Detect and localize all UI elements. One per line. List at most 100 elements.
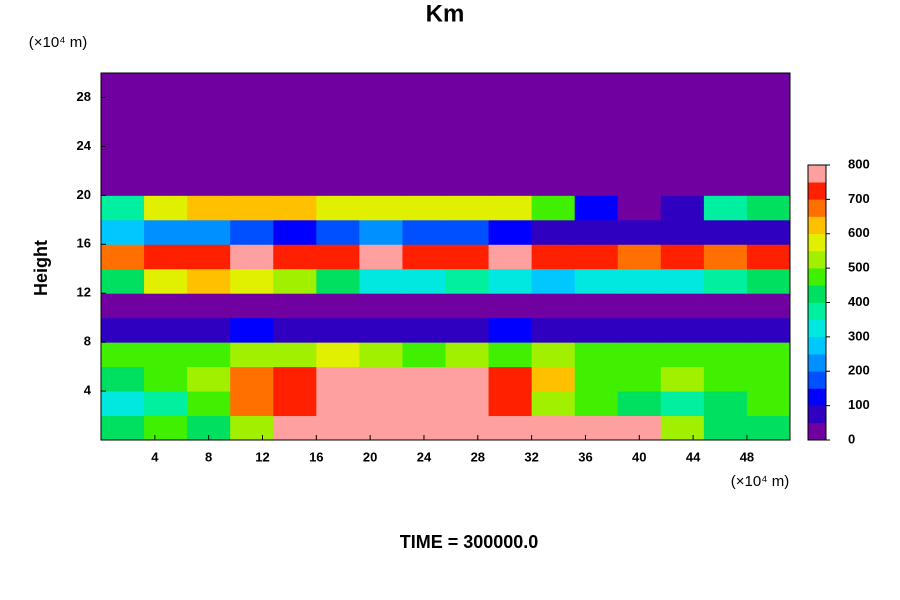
heatmap-cell xyxy=(445,268,490,294)
heatmap-cell xyxy=(531,293,576,319)
heatmap-cell xyxy=(445,317,490,343)
heatmap-cell xyxy=(531,97,576,123)
heatmap-cell xyxy=(273,342,317,368)
heatmap-cell xyxy=(230,317,274,343)
colorbar-swatch xyxy=(808,405,826,424)
colorbar-swatch xyxy=(808,388,826,406)
heatmap-cell xyxy=(488,366,533,392)
heatmap-cell xyxy=(488,97,533,123)
heatmap-cell xyxy=(101,317,145,343)
heatmap-cell xyxy=(273,391,317,417)
heatmap-cell xyxy=(488,391,533,417)
heatmap-cell xyxy=(273,244,317,270)
heatmap-cell xyxy=(273,268,317,294)
heatmap-cell xyxy=(703,293,748,319)
heatmap-cell xyxy=(359,366,403,392)
heatmap-cell xyxy=(187,317,231,343)
colorbar-swatch xyxy=(808,319,826,338)
heatmap-cell xyxy=(187,391,231,417)
colorbar-tick-label: 600 xyxy=(848,225,870,240)
heatmap-cell xyxy=(488,342,533,368)
heatmap-cell xyxy=(574,97,619,123)
y-tick-label: 12 xyxy=(77,285,91,300)
heatmap-cell xyxy=(660,195,705,221)
heatmap-cell xyxy=(402,170,446,196)
heatmap-cell xyxy=(187,121,231,147)
colorbar-tick-label: 200 xyxy=(848,363,870,378)
x-tick-label: 20 xyxy=(363,449,377,464)
heatmap-cell xyxy=(101,121,145,147)
heatmap-cell xyxy=(488,195,533,221)
heatmap-cell xyxy=(445,146,490,172)
heatmap-cell xyxy=(230,268,274,294)
heatmap-cell xyxy=(574,415,619,441)
heatmap-cell xyxy=(273,195,317,221)
heatmap-cell xyxy=(617,170,662,196)
heatmap-cell xyxy=(660,415,705,441)
heatmap-cell xyxy=(359,73,403,98)
heatmap-cell xyxy=(273,293,317,319)
heatmap-cell xyxy=(703,219,748,245)
heatmap-cell xyxy=(617,73,662,98)
heatmap-cell xyxy=(445,195,490,221)
heatmap-cell xyxy=(230,73,274,98)
heatmap-cell xyxy=(359,293,403,319)
heatmap-cell xyxy=(488,170,533,196)
heatmap-cell xyxy=(359,415,403,441)
heatmap-cell xyxy=(746,244,791,270)
heatmap-cell xyxy=(187,73,231,98)
colorbar-tick-label: 700 xyxy=(848,191,870,206)
heatmap-cell xyxy=(660,293,705,319)
heatmap-cell xyxy=(316,317,360,343)
heatmap-cell xyxy=(660,97,705,123)
heatmap-cell xyxy=(402,366,446,392)
heatmap-cell xyxy=(101,170,145,196)
heatmap-cell xyxy=(187,195,231,221)
heatmap-cell xyxy=(402,121,446,147)
heatmap-cell xyxy=(488,317,533,343)
heatmap-cell xyxy=(402,195,446,221)
heatmap-cell xyxy=(144,244,188,270)
heatmap-cell xyxy=(703,73,748,98)
heatmap-cell xyxy=(660,121,705,147)
heatmap-cell xyxy=(101,293,145,319)
heatmap-cell xyxy=(402,268,446,294)
heatmap-cell xyxy=(230,415,274,441)
heatmap-cell xyxy=(316,342,360,368)
heatmap-cell xyxy=(445,170,490,196)
heatmap-cell xyxy=(574,317,619,343)
heatmap-cell xyxy=(531,415,576,441)
heatmap-cell xyxy=(617,366,662,392)
colorbar-tick-label: 300 xyxy=(848,328,870,343)
heatmap-cell xyxy=(574,366,619,392)
heatmap-cell xyxy=(746,366,791,392)
heatmap-cell xyxy=(230,342,274,368)
heatmap-cell xyxy=(187,293,231,319)
heatmap-cell xyxy=(574,342,619,368)
heatmap-cell xyxy=(574,219,619,245)
heatmap-cell xyxy=(101,244,145,270)
heatmap-cell xyxy=(660,146,705,172)
heatmap-cell xyxy=(746,415,791,441)
heatmap-cell xyxy=(316,415,360,441)
x-tick-label: 8 xyxy=(205,449,212,464)
colorbar-swatch xyxy=(808,250,826,269)
heatmap-cell xyxy=(574,293,619,319)
heatmap-cell xyxy=(445,342,490,368)
heatmap-cell xyxy=(144,366,188,392)
heatmap-cell xyxy=(187,268,231,294)
heatmap-cell xyxy=(617,391,662,417)
heatmap-cell xyxy=(660,73,705,98)
x-tick-label: 36 xyxy=(578,449,592,464)
heatmap-cell xyxy=(445,366,490,392)
heatmap-cell xyxy=(574,195,619,221)
heatmap-cell xyxy=(660,317,705,343)
heatmap-cell xyxy=(230,195,274,221)
heatmap-cell xyxy=(445,219,490,245)
heatmap-cell xyxy=(316,268,360,294)
heatmap-cell xyxy=(617,146,662,172)
heatmap-cell xyxy=(574,268,619,294)
heatmap-cell xyxy=(402,146,446,172)
y-tick-label: 28 xyxy=(77,89,91,104)
